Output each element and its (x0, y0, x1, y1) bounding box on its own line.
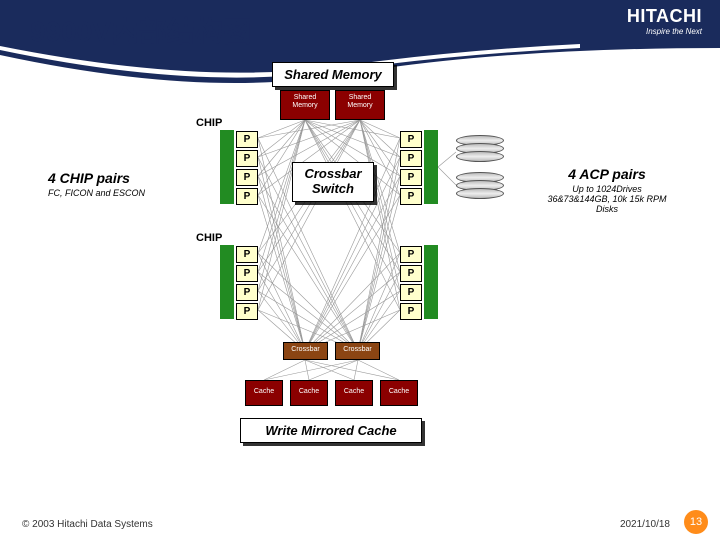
cache-text: Cache (291, 388, 327, 395)
diagram: Shared Memory Crossbar Switch Write Mirr… (0, 70, 720, 480)
crossbar-text: Crossbar (336, 346, 379, 353)
cache-box: Cache (290, 380, 328, 406)
p-box: P (400, 284, 422, 301)
p-stack: PPPP (400, 245, 422, 321)
p-box: P (400, 131, 422, 148)
cache-box: Cache (380, 380, 418, 406)
chip-text-label: CHIP (196, 117, 222, 129)
p-stack: PPPP (236, 245, 258, 321)
acp-pairs-sub: Up to 1024Drives 36&73&144GB, 10k 15k RP… (532, 184, 682, 214)
chip-pairs-title: 4 CHIP pairs (48, 170, 145, 186)
p-box: P (400, 150, 422, 167)
p-box: P (236, 284, 258, 301)
p-stack: PPPP (236, 130, 258, 206)
crossbar-switch-label: Crossbar Switch (292, 162, 374, 202)
p-box: P (400, 169, 422, 186)
right-side-label: 4 ACP pairs Up to 1024Drives 36&73&144GB… (532, 166, 682, 214)
acp-pairs-title: 4 ACP pairs (532, 166, 682, 182)
shared-memory-box: Shared Memory (335, 90, 385, 120)
mem-box-text: Shared Memory (336, 94, 384, 109)
p-box: P (400, 265, 422, 282)
green-block (424, 245, 438, 319)
logo: HITACHI Inspire the Next (627, 6, 702, 36)
disk-icon (456, 151, 504, 162)
p-box: P (400, 188, 422, 205)
chip-text-label: CHIP (196, 232, 222, 244)
p-box: P (236, 188, 258, 205)
shared-memory-box: Shared Memory (280, 90, 330, 120)
cache-text: Cache (381, 388, 417, 395)
crossbar-box: Crossbar (335, 342, 380, 360)
shared-memory-label: Shared Memory (272, 62, 394, 87)
logo-main: HITACHI (627, 6, 702, 27)
p-stack: PPPP (400, 130, 422, 206)
p-box: P (236, 150, 258, 167)
green-block (424, 130, 438, 204)
p-box: P (236, 246, 258, 263)
cache-text: Cache (336, 388, 372, 395)
page-title: 9900V内部结构图 (30, 10, 251, 50)
disk-icon (456, 188, 504, 199)
disk-stack (456, 172, 504, 196)
p-box: P (400, 246, 422, 263)
green-block (220, 245, 234, 319)
copyright: © 2003 Hitachi Data Systems (22, 519, 153, 530)
cache-text: Cache (246, 388, 282, 395)
mem-box-text: Shared Memory (281, 94, 329, 109)
crossbar-box: Crossbar (283, 342, 328, 360)
cache-box: Cache (245, 380, 283, 406)
left-side-label: 4 CHIP pairs FC, FICON and ESCON (48, 170, 145, 198)
chip-pairs-sub: FC, FICON and ESCON (48, 188, 145, 198)
green-block (220, 130, 234, 204)
crossbar-text: Crossbar (284, 346, 327, 353)
p-box: P (236, 265, 258, 282)
p-box: P (236, 169, 258, 186)
disk-stack (456, 135, 504, 159)
p-box: P (236, 131, 258, 148)
p-box: P (236, 303, 258, 320)
logo-sub: Inspire the Next (627, 27, 702, 36)
date: 2021/10/18 (620, 519, 670, 530)
p-box: P (400, 303, 422, 320)
write-mirrored-cache-label: Write Mirrored Cache (240, 418, 422, 443)
page-number-badge: 13 (684, 510, 708, 534)
cache-box: Cache (335, 380, 373, 406)
